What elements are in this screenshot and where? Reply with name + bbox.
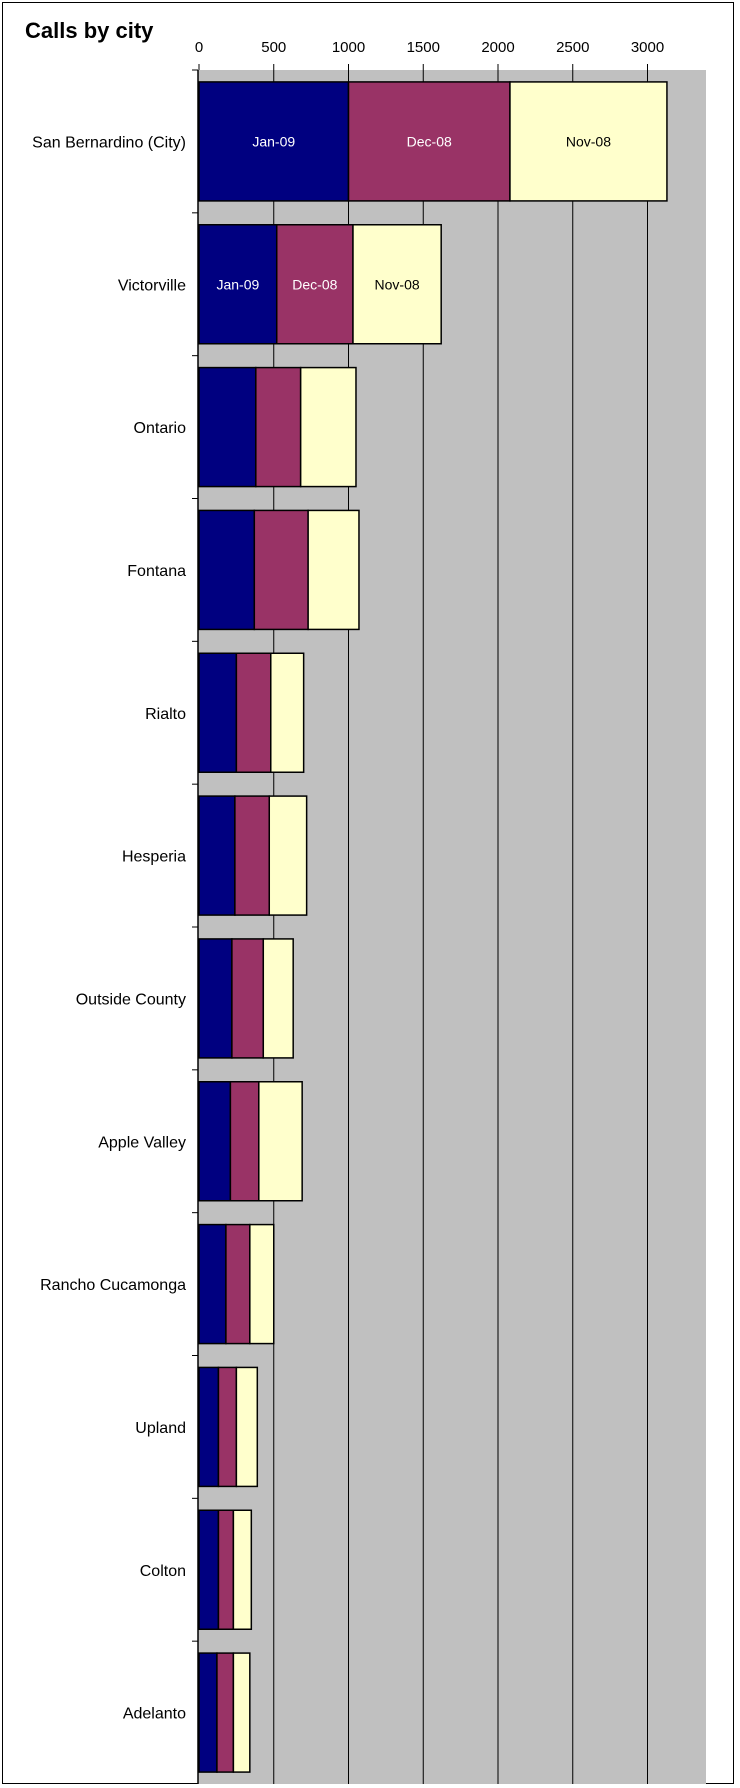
x-axis-ticks: 0 500 1000 1500 2000 2500 3000	[195, 39, 664, 70]
bar-segment	[216, 1652, 235, 1773]
tick-label: 1000	[332, 39, 365, 56]
segment-label: Nov-08	[566, 133, 611, 149]
bar-segment	[198, 509, 256, 631]
category-label: Colton	[140, 1563, 186, 1580]
category-label: Outside County	[76, 991, 186, 1008]
category-label: Victorville	[118, 277, 186, 294]
bar-segment	[249, 1223, 275, 1345]
bar-segment	[307, 509, 360, 631]
segment-label: Jan-09	[216, 276, 259, 292]
category-label: Rancho Cucamonga	[40, 1277, 186, 1294]
category-label: Adelanto	[123, 1706, 186, 1723]
category-label: San Bernardino (City)	[32, 134, 186, 151]
category-label: Hesperia	[122, 849, 186, 866]
category-label: Upland	[135, 1420, 186, 1437]
bar-segment	[217, 1366, 238, 1488]
tick-label: 0	[195, 39, 203, 56]
bar-segment	[198, 938, 233, 1059]
bar-segment	[258, 1081, 303, 1202]
bar-segment	[232, 1509, 253, 1630]
bar-segment	[253, 509, 309, 631]
tick-label: 1500	[407, 39, 440, 56]
bar-segment	[198, 366, 257, 488]
bar-segment	[255, 366, 302, 488]
bar-segment	[217, 1509, 235, 1630]
bar-segment	[225, 1223, 251, 1345]
bar-segment	[234, 795, 271, 916]
bar-segment	[299, 366, 357, 488]
bar-segment	[235, 1366, 259, 1488]
bar-segment	[198, 1081, 232, 1202]
bar-segment	[198, 652, 238, 773]
segment-label: Jan-09	[252, 133, 295, 149]
bar-segment	[509, 81, 668, 202]
category-label: Fontana	[127, 563, 186, 580]
bar-segment	[270, 652, 305, 773]
bar-segment	[235, 652, 272, 773]
bar-segment	[198, 1366, 220, 1488]
bar-segment	[198, 224, 278, 345]
bar-segment	[268, 795, 308, 916]
bar-segment	[198, 81, 350, 202]
plot-area	[198, 70, 706, 1784]
category-labels: San Bernardino (City) Victorville Ontario F…	[32, 69, 198, 1723]
category-label: Apple Valley	[98, 1134, 186, 1151]
segment-label: Dec-08	[292, 276, 337, 292]
gridlines	[273, 70, 648, 1784]
category-label: Rialto	[145, 706, 186, 723]
bar-segment	[231, 938, 265, 1059]
segment-label: Dec-08	[407, 133, 452, 149]
chart-title: Calls by city	[25, 18, 154, 43]
bar-segment	[198, 795, 236, 916]
bar-segment	[347, 81, 511, 202]
category-label: Ontario	[134, 420, 187, 437]
tick-label: 2000	[481, 39, 514, 56]
bar-segment	[198, 1223, 227, 1345]
bar-segment	[275, 224, 354, 345]
segment-label: Nov-08	[375, 276, 420, 292]
bar-segment	[232, 1652, 251, 1773]
tick-label: 3000	[631, 39, 664, 56]
bar-segment	[229, 1081, 260, 1202]
tick-label: 2500	[556, 39, 589, 56]
bar-segment	[198, 1509, 220, 1630]
bar-segment	[352, 224, 442, 345]
bar-segment	[262, 938, 294, 1059]
bars: Jan-09 Dec-08 Nov-08 Jan-09 Dec-08 Nov-08	[198, 81, 668, 1773]
tick-label: 500	[261, 39, 286, 56]
bar-segment	[198, 1652, 218, 1773]
